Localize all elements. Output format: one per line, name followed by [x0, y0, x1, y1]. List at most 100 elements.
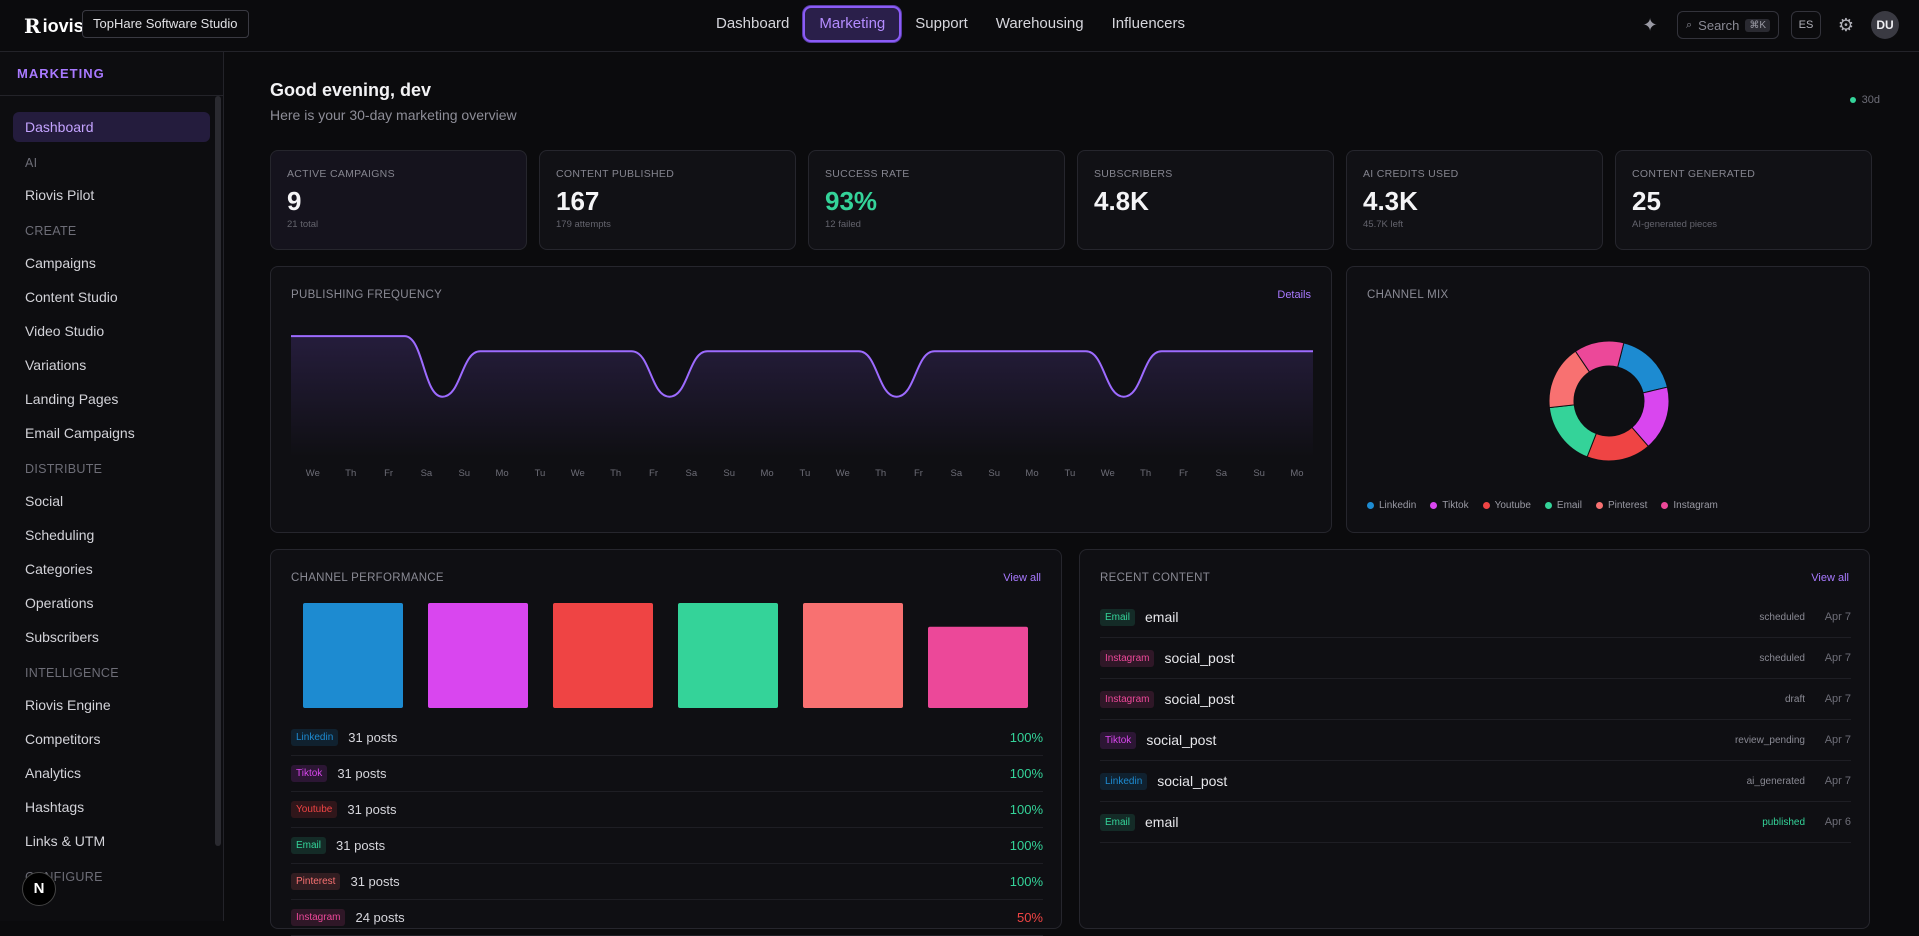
sidebar-item-hashtags[interactable]: Hashtags — [25, 799, 85, 815]
bar-email[interactable] — [678, 603, 778, 708]
language-button[interactable]: ES — [1791, 11, 1821, 39]
x-tick-label: Th — [345, 468, 356, 479]
search-button[interactable]: ⌕ Search ⌘K — [1677, 11, 1779, 39]
success-percent: 100% — [1009, 838, 1043, 853]
sidebar-item-subscribers[interactable]: Subscribers — [25, 629, 99, 645]
view-all-link[interactable]: View all — [1811, 572, 1849, 584]
legend-label: Email — [1556, 500, 1582, 511]
sidebar-item-email-campaigns[interactable]: Email Campaigns — [25, 425, 135, 441]
sidebar-section-create: CREATE — [25, 224, 77, 238]
x-tick-label: Su — [988, 468, 1000, 479]
riovis-logo[interactable]: R iovis — [24, 14, 84, 38]
channel-row[interactable]: Tiktok 31 posts 100% — [291, 756, 1043, 792]
legend-item-instagram: Instagram — [1661, 500, 1718, 511]
recent-content-row[interactable]: Instagram social_post draft Apr 7 — [1100, 679, 1851, 720]
recent-content-row[interactable]: Instagram social_post scheduled Apr 7 — [1100, 638, 1851, 679]
kpi-card[interactable]: CONTENT GENERATED 25 AI-generated pieces — [1615, 150, 1872, 250]
sparkle-icon[interactable]: ✦ — [1642, 15, 1658, 35]
sidebar-item-variations[interactable]: Variations — [25, 357, 87, 373]
channel-tag: Linkedin — [1100, 772, 1148, 790]
donut-slice-instagram[interactable] — [1574, 340, 1625, 373]
next-dev-badge[interactable]: N — [22, 872, 56, 906]
posts-count: 31 posts — [347, 802, 397, 817]
x-tick-label: We — [1101, 468, 1115, 479]
x-tick-label: Fr — [649, 468, 658, 479]
kpi-card[interactable]: AI CREDITS USED 4.3K 45.7K left — [1346, 150, 1603, 250]
legend-dot-icon — [1482, 502, 1490, 509]
donut-slice-email[interactable] — [1548, 404, 1597, 458]
legend-label: Youtube — [1494, 500, 1531, 511]
sidebar-item-dashboard[interactable]: Dashboard — [13, 112, 210, 142]
channel-mix-legend: Linkedin Tiktok Youtube Email Pinterest Insta… — [1367, 500, 1718, 511]
sidebar-item-competitors[interactable]: Competitors — [25, 731, 101, 747]
nav-support[interactable]: Support — [915, 15, 968, 32]
nav-influencers[interactable]: Influencers — [1111, 15, 1185, 32]
bar-instagram[interactable] — [928, 626, 1028, 708]
channel-row[interactable]: Pinterest 31 posts 100% — [291, 864, 1043, 900]
gear-icon[interactable]: ⚙ — [1837, 15, 1855, 35]
kpi-label: AI CREDITS USED — [1363, 168, 1459, 180]
x-tick-label: We — [306, 468, 320, 479]
legend-item-youtube: Youtube — [1482, 500, 1531, 511]
sidebar-item-content-studio[interactable]: Content Studio — [25, 289, 118, 305]
bar-pinterest[interactable] — [803, 603, 903, 708]
x-tick-label: Fr — [384, 468, 393, 479]
sidebar-item-video-studio[interactable]: Video Studio — [25, 323, 105, 339]
card-title: CHANNEL PERFORMANCE — [291, 572, 444, 584]
sidebar-scrollbar[interactable] — [215, 96, 221, 846]
view-all-link[interactable]: View all — [1003, 572, 1041, 584]
x-tick-label: Mo — [760, 468, 773, 479]
top-right-tools: ✦ ⌕ Search ⌘K ES ⚙ DU — [1635, 10, 1899, 40]
sidebar-item-riovis-engine[interactable]: Riovis Engine — [25, 697, 111, 713]
channel-row[interactable]: Instagram 24 posts 50% — [291, 900, 1043, 936]
nav-dashboard[interactable]: Dashboard — [716, 15, 790, 32]
channel-row[interactable]: Linkedin 31 posts 100% — [291, 720, 1043, 756]
kpi-value: 9 — [287, 186, 302, 216]
kpi-card[interactable]: SUCCESS RATE 93% 12 failed — [808, 150, 1065, 250]
sidebar-item-links-utm[interactable]: Links & UTM — [25, 833, 106, 849]
publishing-frequency-card: PUBLISHING FREQUENCY Details We Th Fr Sa Su M… — [270, 266, 1332, 533]
posts-count: 31 posts — [336, 838, 386, 853]
sidebar-item-landing-pages[interactable]: Landing Pages — [25, 391, 119, 407]
content-type: email — [1145, 609, 1179, 625]
donut-slice-linkedin[interactable] — [1617, 342, 1668, 394]
details-link[interactable]: Details — [1277, 289, 1311, 301]
sidebar-item-scheduling[interactable]: Scheduling — [25, 527, 95, 543]
kpi-card[interactable]: CONTENT PUBLISHED 167 179 attempts — [539, 150, 796, 250]
card-title: RECENT CONTENT — [1100, 572, 1211, 584]
channel-row[interactable]: Email 31 posts 100% — [291, 828, 1043, 864]
sidebar-item-campaigns[interactable]: Campaigns — [25, 255, 96, 271]
posts-count: 24 posts — [355, 910, 405, 925]
nav-warehousing[interactable]: Warehousing — [995, 15, 1084, 32]
legend-dot-icon — [1430, 502, 1438, 509]
sidebar-item-analytics[interactable]: Analytics — [25, 765, 82, 781]
kpi-note: 12 failed — [825, 219, 861, 230]
legend-dot-icon — [1367, 502, 1374, 509]
channel-tag: Tiktok — [291, 765, 328, 782]
bar-tiktok[interactable] — [428, 603, 528, 708]
sidebar-item-riovis-pilot[interactable]: Riovis Pilot — [25, 187, 95, 203]
nav-marketing[interactable]: Marketing — [803, 6, 902, 42]
org-switcher[interactable]: TopHare Software Studio — [82, 10, 249, 38]
recent-content-row[interactable]: Email email scheduled Apr 7 — [1100, 597, 1851, 638]
content-type: social_post — [1164, 650, 1235, 666]
bar-youtube[interactable] — [553, 603, 653, 708]
sidebar-item-categories[interactable]: Categories — [25, 561, 93, 577]
x-tick-label: Th — [610, 468, 621, 479]
channel-row[interactable]: Youtube 31 posts 100% — [291, 792, 1043, 828]
recent-content-row[interactable]: Linkedin social_post ai_generated Apr 7 — [1100, 761, 1851, 802]
content-date: Apr 7 — [1824, 693, 1851, 705]
kpi-card[interactable]: SUBSCRIBERS 4.8K — [1077, 150, 1334, 250]
sidebar-item-operations[interactable]: Operations — [25, 595, 94, 611]
kpi-card[interactable]: ACTIVE CAMPAIGNS 9 21 total — [270, 150, 527, 250]
legend-dot-icon — [1595, 502, 1603, 509]
sidebar-item-social[interactable]: Social — [25, 493, 64, 509]
kpi-label: ACTIVE CAMPAIGNS — [287, 168, 395, 180]
recent-content-row[interactable]: Tiktok social_post review_pending Apr 7 — [1100, 720, 1851, 761]
bar-linkedin[interactable] — [303, 603, 403, 708]
x-tick-label: Th — [1140, 468, 1151, 479]
avatar[interactable]: DU — [1871, 11, 1899, 39]
recent-content-row[interactable]: Email email published Apr 6 — [1100, 802, 1851, 843]
period-indicator[interactable]: 30d — [1849, 94, 1880, 106]
content-type: email — [1145, 814, 1179, 830]
